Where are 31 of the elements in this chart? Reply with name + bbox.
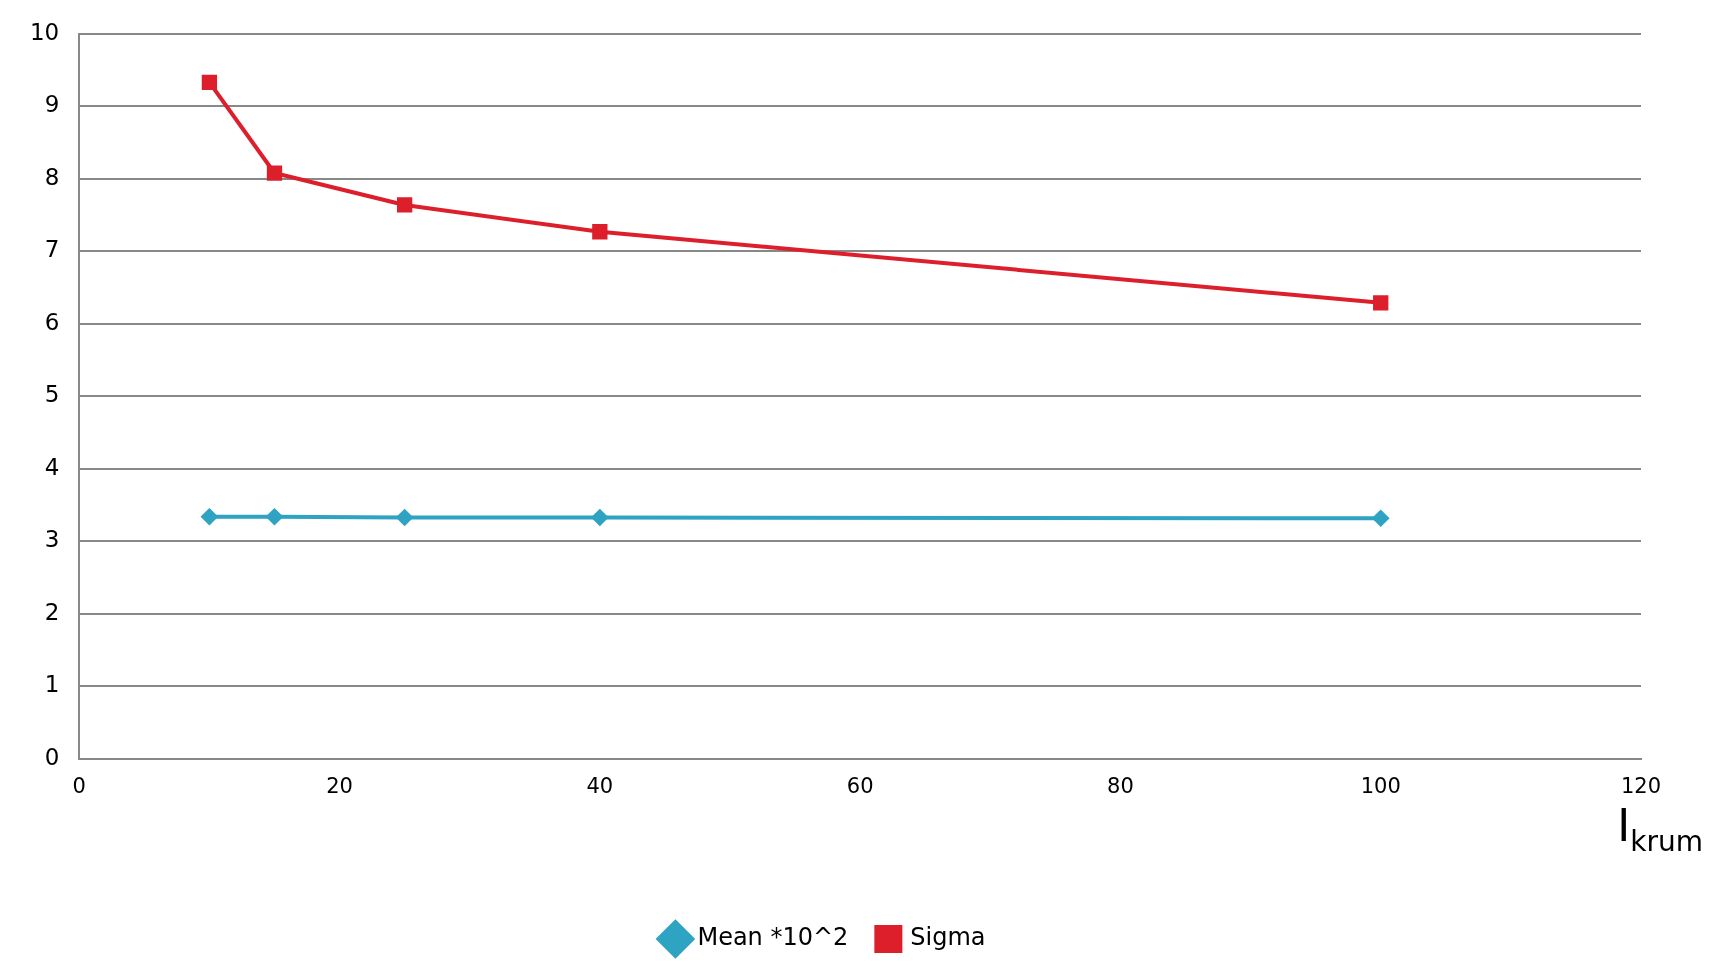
point — [396, 509, 413, 526]
x-axis-title: I$_{krum}$ — [1617, 800, 1703, 858]
legend-label: Sigma — [910, 923, 986, 952]
point — [266, 508, 283, 525]
point — [201, 508, 218, 525]
point — [1372, 510, 1389, 527]
point — [1373, 295, 1389, 311]
y-tick-label: 8 — [44, 163, 60, 190]
point — [396, 197, 413, 213]
x-tick-label: 100 — [1360, 773, 1401, 798]
y-tick-label: 4 — [44, 453, 60, 480]
x-tick-label: 20 — [326, 773, 353, 798]
y-tick-label: 6 — [44, 308, 60, 335]
legend-label: Mean *10^2 — [697, 923, 849, 952]
point — [592, 224, 608, 240]
y-tick-label: 2 — [44, 598, 60, 625]
y-tick-label: 5 — [44, 381, 60, 408]
y-tick-label: 3 — [44, 526, 60, 553]
y-tick-label: 1 — [44, 671, 60, 698]
y-tick-label: 7 — [44, 236, 60, 263]
x-tick-label: 0 — [72, 773, 86, 798]
y-tick-label: 10 — [29, 18, 60, 45]
x-tick-label: 120 — [1620, 773, 1662, 798]
x-tick-label: 60 — [846, 773, 874, 798]
point — [201, 74, 218, 91]
y-tick-label: 0 — [44, 743, 60, 770]
x-tick-label: 40 — [586, 773, 614, 798]
point — [266, 165, 283, 181]
x-tick-label: 80 — [1107, 773, 1134, 798]
y-tick-label: 9 — [44, 91, 60, 118]
point — [591, 509, 608, 526]
